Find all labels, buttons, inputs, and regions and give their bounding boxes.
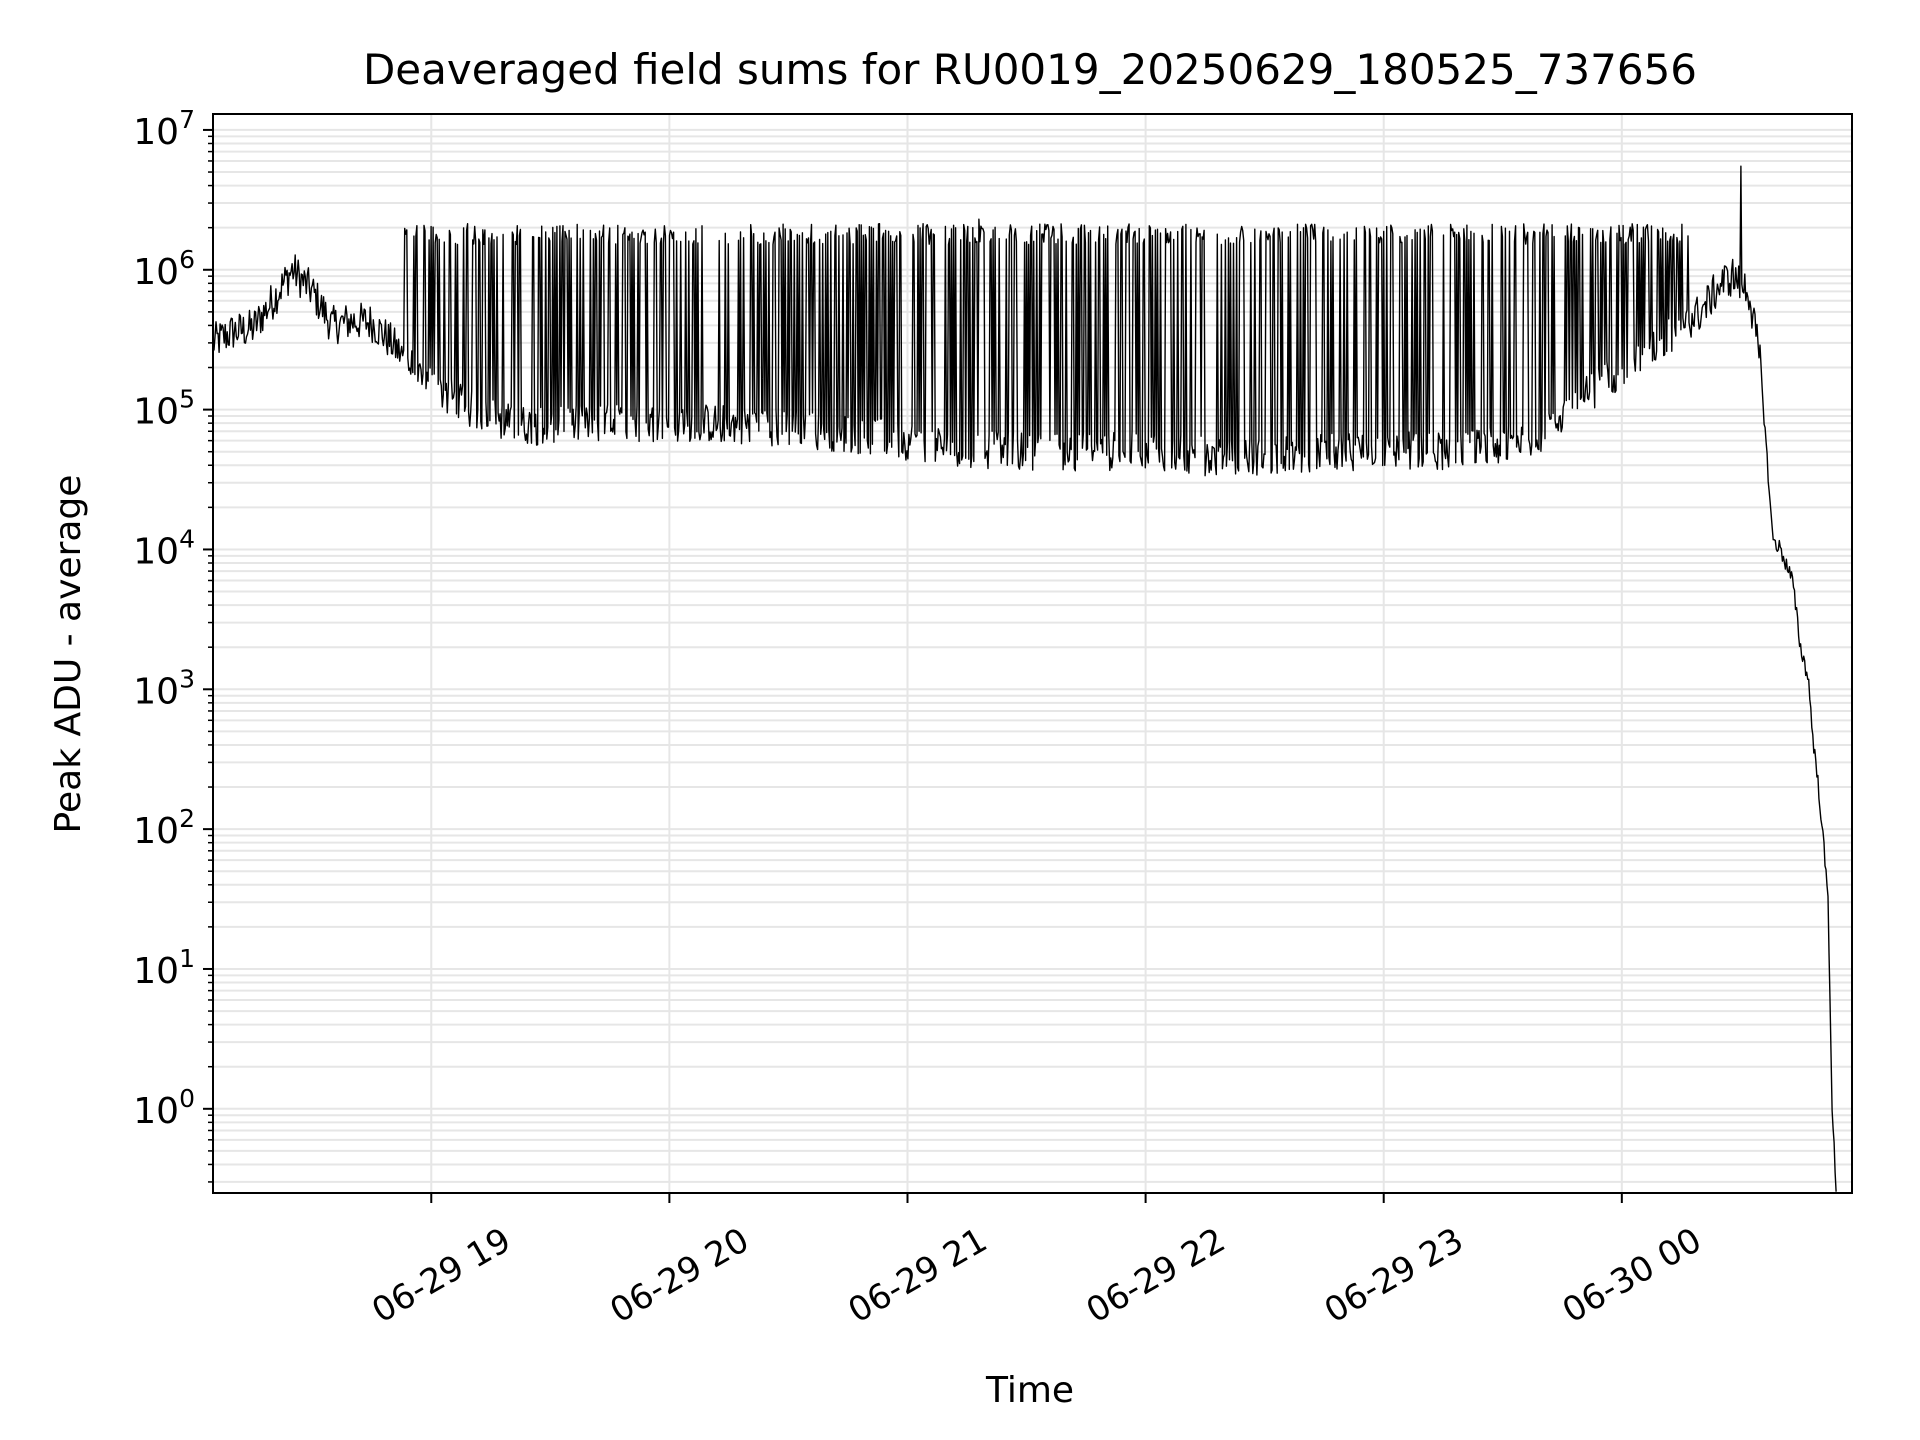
- series-line: [212, 165, 1837, 1192]
- y-tick-label: 105: [133, 385, 195, 433]
- y-tick-label: 100: [133, 1084, 195, 1132]
- grid-lines: [213, 114, 1852, 1193]
- plot-frame: [212, 113, 1853, 1194]
- y-tick-label: 106: [133, 245, 195, 293]
- y-tick-label: 103: [133, 664, 195, 712]
- chart-title: Deaveraged field sums for RU0019_2025062…: [363, 45, 1697, 94]
- plot-area: [212, 165, 1837, 1192]
- y-tick-label: 101: [133, 944, 195, 992]
- y-tick-label: 107: [133, 105, 195, 153]
- y-tick-label: 104: [133, 524, 195, 572]
- y-axis-label: Peak ADU - average: [48, 475, 89, 834]
- y-tick-label: 102: [133, 804, 195, 852]
- x-axis-label: Time: [985, 1370, 1074, 1411]
